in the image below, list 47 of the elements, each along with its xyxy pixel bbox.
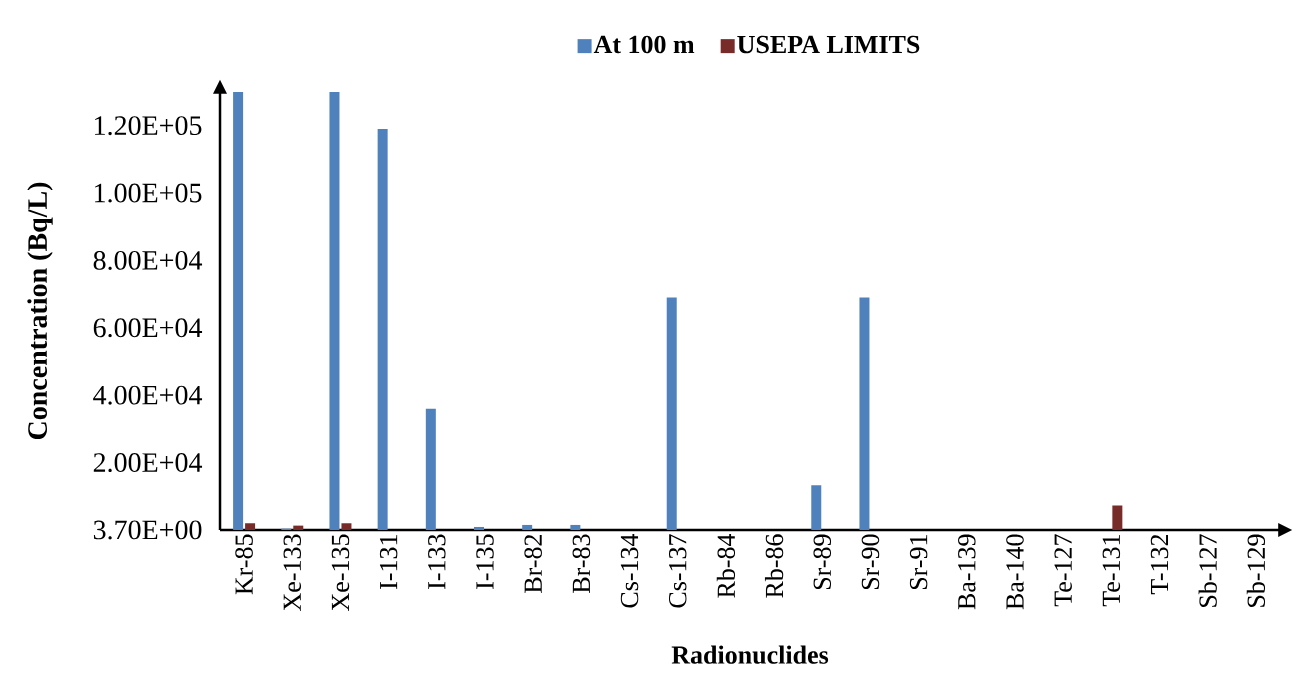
bar [293,525,304,530]
bar [341,523,352,530]
bar [570,524,581,530]
bar [245,523,256,530]
bar [329,91,340,530]
x-tick-label: I-135 [476,534,494,589]
y-tick-label: 6.00E+04 [93,318,203,338]
x-tick-label: Te-127 [1054,534,1072,607]
x-tick-label: I-131 [379,535,398,589]
y-tick-label: 4.00E+04 [93,385,203,405]
x-tick-label: Xe-133 [283,534,302,611]
legend-label: USEPA LIMITS [737,35,920,54]
y-tick-label: 1.20E+05 [95,116,202,136]
x-tick-label: Cs-134 [620,533,639,608]
x-tick-label: Sb-129 [1246,534,1266,607]
x-tick-label: Kr-85 [235,534,253,595]
x-tick-label: Te-131 [1102,535,1121,607]
bar [811,485,822,530]
x-tick-label: Sr-91 [909,535,928,590]
x-tick-label: Sr-89 [813,534,832,590]
y-axis-title: Concentration (Bq/L) [27,182,53,440]
bar [522,524,533,530]
bar [666,297,677,530]
bar [859,297,870,530]
bar [377,129,388,530]
x-axis-title: Radionuclides [671,645,829,664]
y-tick-label: 1.00E+05 [95,183,202,203]
x-tick-label: Sb-127 [1198,534,1217,607]
y-tick-label: 8.00E+04 [93,250,203,270]
bar [425,408,436,530]
y-tick-label: 3.70E+00 [93,520,202,540]
x-tick-label: Cs-137 [668,534,687,608]
x-tick-label: Rb-86 [764,534,784,598]
bar [474,526,484,530]
bar [1112,505,1123,530]
x-tick-label: Xe-135 [331,534,350,611]
x-tick-label: Ba-140 [1006,534,1024,610]
x-tick-label: I-133 [428,534,446,589]
x-tick-label: Br-82 [524,534,542,593]
x-tick-label: Br-83 [572,534,591,593]
x-tick-label: Rb-84 [716,533,736,598]
x-tick-label: Sr-90 [861,534,880,590]
x-tick-label: Ba-139 [958,534,976,610]
bar [233,91,244,530]
legend-label: At 100 m [593,35,695,54]
x-tick-label: T-132 [1150,534,1169,595]
y-tick-label: 2.00E+04 [93,453,203,473]
